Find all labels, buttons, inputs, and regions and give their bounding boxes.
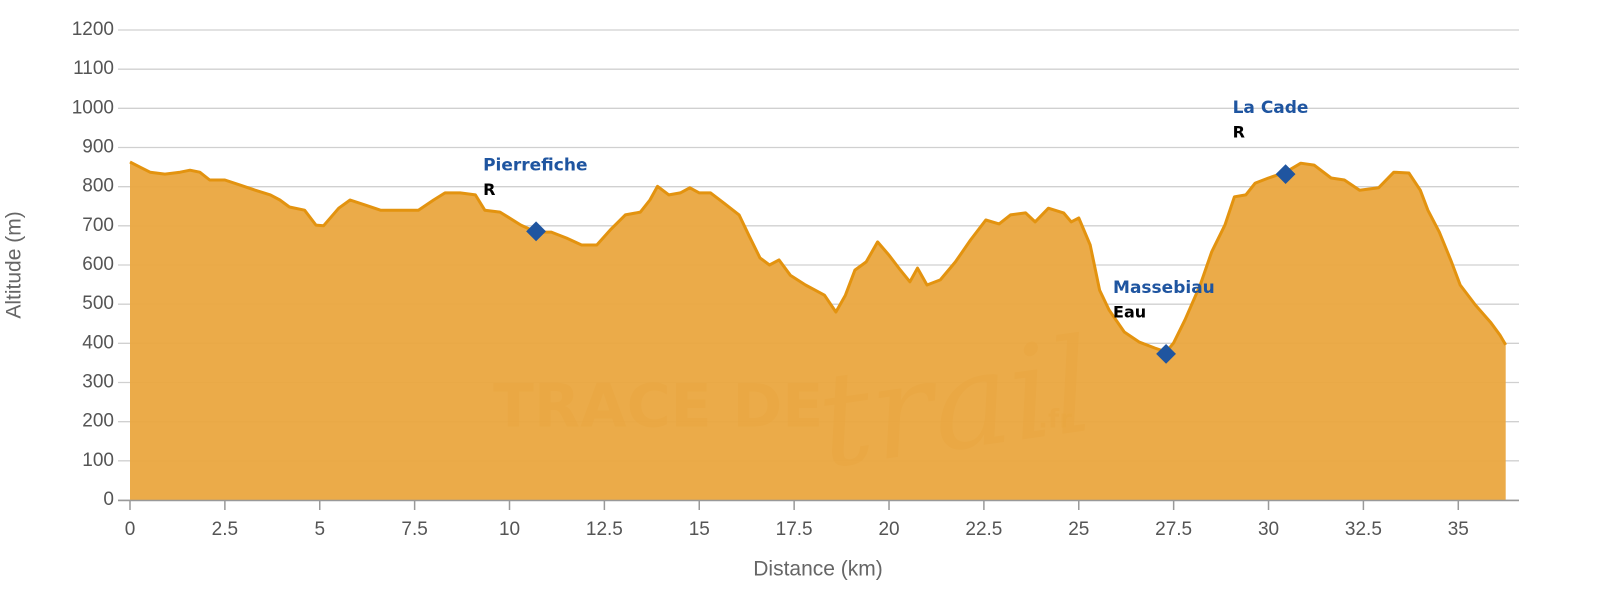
y-tick-label: 700 (82, 215, 114, 236)
x-tick-label: 5 (314, 519, 325, 540)
x-tick-label: 7.5 (401, 519, 427, 540)
x-axis-title: Distance (km) (753, 558, 883, 581)
x-tick-label: 2.5 (212, 519, 238, 540)
waypoint-name: Pierrefiche (483, 155, 587, 175)
waypoint-note: R (483, 180, 495, 199)
y-tick-label: 0 (103, 489, 114, 510)
waypoint-note: Eau (1113, 302, 1146, 321)
waypoint-marker (1275, 164, 1296, 185)
x-tick-label: 10 (499, 519, 520, 540)
waypoint-name: Massebiau (1113, 278, 1215, 298)
x-tick-label: 25 (1068, 519, 1089, 540)
y-tick-label: 800 (82, 176, 114, 197)
waypoint-name: La Cade (1233, 98, 1309, 118)
waypoint-marker (1156, 344, 1176, 364)
y-tick-label: 200 (82, 411, 114, 432)
y-tick-label: 1000 (72, 97, 114, 118)
y-tick-label: 500 (82, 293, 114, 314)
x-tick-label: 27.5 (1155, 519, 1192, 540)
x-tick-label: 17.5 (776, 519, 813, 540)
x-tick-label: 22.5 (965, 519, 1002, 540)
x-tick-label: 12.5 (586, 519, 623, 540)
y-tick-label: 600 (82, 254, 114, 275)
y-tick-label: 900 (82, 137, 114, 158)
y-tick-label: 400 (82, 332, 114, 353)
y-tick-label: 100 (82, 450, 114, 471)
y-tick-label: 300 (82, 372, 114, 393)
waypoint-note: R (1233, 123, 1245, 142)
x-tick-label: 15 (689, 519, 710, 540)
y-axis-title: Altitude (m) (3, 211, 26, 318)
y-tick-label: 1200 (72, 19, 114, 40)
y-tick-label: 1100 (73, 58, 114, 79)
x-tick-label: 30 (1258, 519, 1279, 540)
area-line (129, 160, 1507, 354)
x-tick-label: 32.5 (1345, 519, 1382, 540)
area-fill (130, 162, 1506, 500)
x-tick-label: 20 (878, 519, 899, 540)
x-tick-label: 0 (125, 519, 136, 540)
x-tick-label: 35 (1448, 519, 1469, 540)
